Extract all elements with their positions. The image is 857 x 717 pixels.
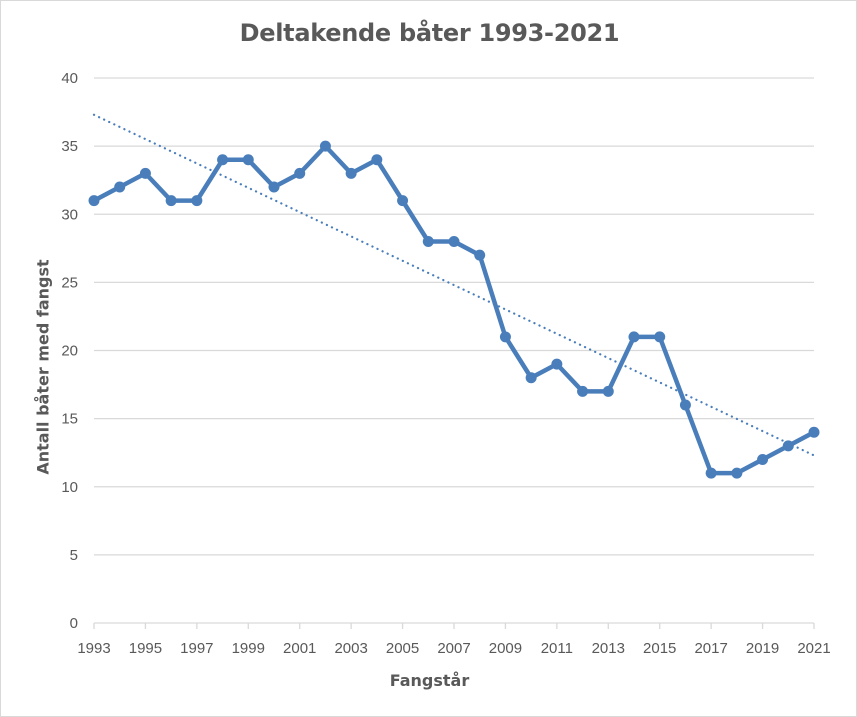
data-point-marker [294, 167, 306, 179]
data-point-marker [525, 372, 537, 384]
x-tick-label: 2013 [592, 640, 625, 657]
y-tick-label: 10 [61, 479, 78, 496]
data-point-marker [397, 195, 409, 207]
data-point-marker [628, 331, 640, 343]
data-point-marker [499, 331, 511, 343]
chart-title: Deltakende båter 1993-2021 [239, 19, 620, 47]
y-tick-label: 30 [61, 206, 78, 223]
x-tick-label: 2015 [643, 640, 676, 657]
data-point-marker [114, 181, 126, 193]
data-point-marker [551, 358, 563, 370]
data-point-marker [319, 140, 331, 152]
y-tick-label: 35 [61, 138, 78, 155]
x-tick-label: 1999 [232, 640, 265, 657]
x-tick-label: 2005 [386, 640, 419, 657]
x-tick-label: 2011 [541, 640, 573, 657]
data-point-marker [577, 385, 589, 397]
x-tick-label: 2019 [746, 640, 779, 657]
data-point-marker [139, 167, 151, 179]
data-point-marker [217, 154, 229, 166]
x-tick-label: 1995 [129, 640, 162, 657]
data-point-marker [242, 154, 254, 166]
data-series [88, 140, 820, 479]
y-tick-label: 25 [61, 274, 78, 291]
data-point-marker [808, 426, 820, 438]
x-tick-label: 2001 [283, 640, 316, 657]
y-tick-label: 0 [70, 615, 78, 632]
trendline [92, 113, 816, 457]
x-axis-label: Fangstår [389, 671, 470, 690]
data-point-marker [602, 385, 614, 397]
data-point-marker [705, 467, 717, 479]
data-point-marker [345, 167, 357, 179]
series-line [92, 143, 816, 476]
data-point-marker [268, 181, 280, 193]
trendline-path [92, 113, 816, 457]
x-tick-label: 2017 [694, 640, 727, 657]
y-tick-label: 40 [61, 70, 78, 87]
x-tick-label: 1993 [77, 640, 110, 657]
x-tick-label: 2003 [334, 640, 367, 657]
gridlines [94, 77, 814, 624]
y-axis-ticks: 0 5 10 15 20 25 30 35 40 [61, 70, 78, 632]
data-point-marker [757, 454, 769, 465]
x-axis-ticks: 1993 1995 1997 1999 2001 2003 2005 2007 2009 2011… [77, 623, 831, 657]
data-point-marker [654, 331, 666, 343]
data-point-marker [88, 195, 100, 207]
data-point-marker [371, 154, 383, 166]
y-tick-label: 5 [70, 547, 78, 564]
data-point-marker [474, 249, 486, 261]
x-tick-label: 2007 [437, 640, 470, 657]
y-tick-label: 15 [61, 411, 78, 428]
data-point-marker [191, 195, 203, 207]
data-point-marker [679, 399, 691, 411]
data-point-marker [448, 236, 460, 247]
x-tick-label: 2009 [489, 640, 522, 657]
data-point-marker [782, 440, 794, 452]
data-point-marker [165, 195, 177, 207]
x-tick-label: 1997 [180, 640, 213, 657]
x-tick-label: 2021 [797, 640, 830, 657]
y-tick-label: 20 [61, 343, 78, 360]
data-point-marker [422, 236, 434, 247]
data-point-marker [731, 467, 743, 479]
